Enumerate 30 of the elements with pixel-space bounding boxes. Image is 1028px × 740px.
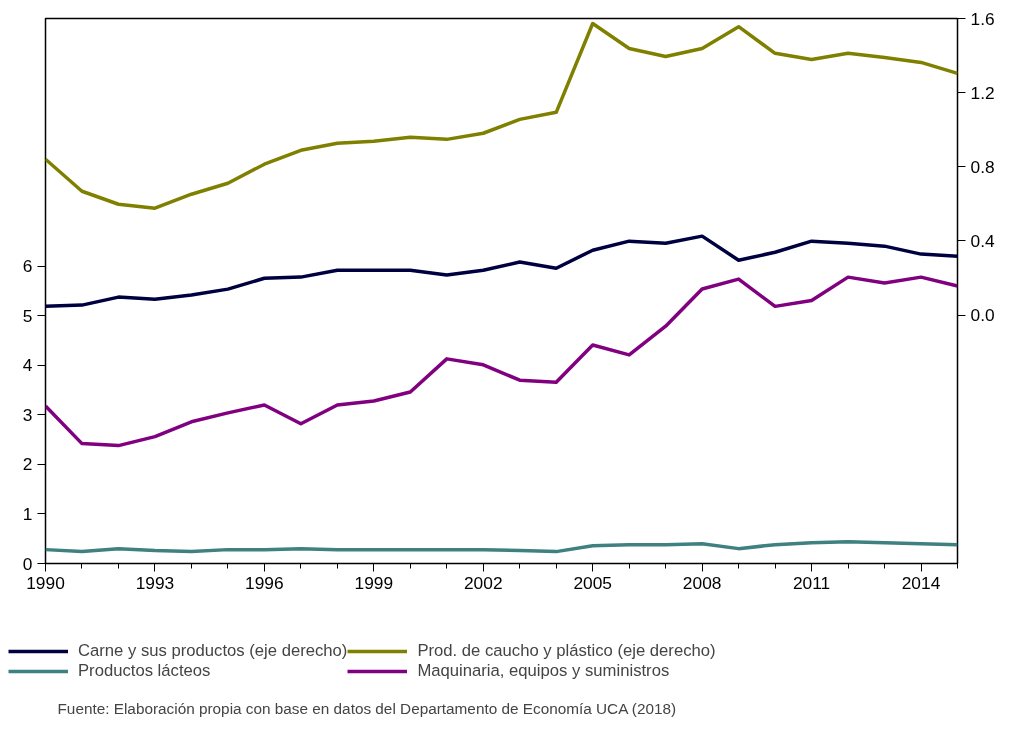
legend-label: Prod. de caucho y plástico (eje derecho) (417, 641, 716, 661)
y2-tick-label: 0.4 (970, 230, 995, 251)
x-tick-label: 2014 (901, 572, 941, 593)
y-tick-label: 6 (22, 256, 33, 277)
y2-tick-label: 0.8 (970, 156, 995, 177)
y2-tick-label: 1.6 (970, 8, 995, 29)
y2-tick-label: 1.2 (970, 82, 995, 103)
line-series (45, 539, 958, 554)
y-tick-label: 2 (22, 454, 33, 475)
x-tick-label: 2002 (463, 572, 503, 593)
x-tick-label: 2005 (573, 572, 612, 593)
x-tick-label: 1990 (26, 572, 65, 593)
x-tick-label: 1999 (354, 572, 394, 593)
y-tick-label: 5 (22, 305, 33, 326)
legend-label: Maquinaria, equipos y suministros (417, 661, 670, 681)
x-tick-label: 1993 (135, 572, 175, 593)
y-tick-label: 1 (22, 503, 33, 524)
line-series (45, 21, 958, 210)
y-tick-label: 4 (22, 355, 33, 376)
x-tick-label: 2008 (682, 572, 722, 593)
y-tick-label: 0 (22, 553, 33, 574)
source-note: Fuente: Elaboración propia con base en datos del Departamento de Economía UCA (2018) (57, 699, 677, 717)
legend-label: Carne y sus productos (eje derecho) (78, 641, 348, 661)
legend-label: Productos lácteos (78, 661, 211, 681)
y-tick-label: 3 (22, 404, 33, 425)
y2-tick-label: 0.0 (970, 305, 995, 326)
line-series (45, 275, 958, 448)
x-tick-label: 2011 (792, 572, 831, 593)
line-series (45, 234, 958, 308)
x-tick-label: 1996 (245, 572, 284, 593)
